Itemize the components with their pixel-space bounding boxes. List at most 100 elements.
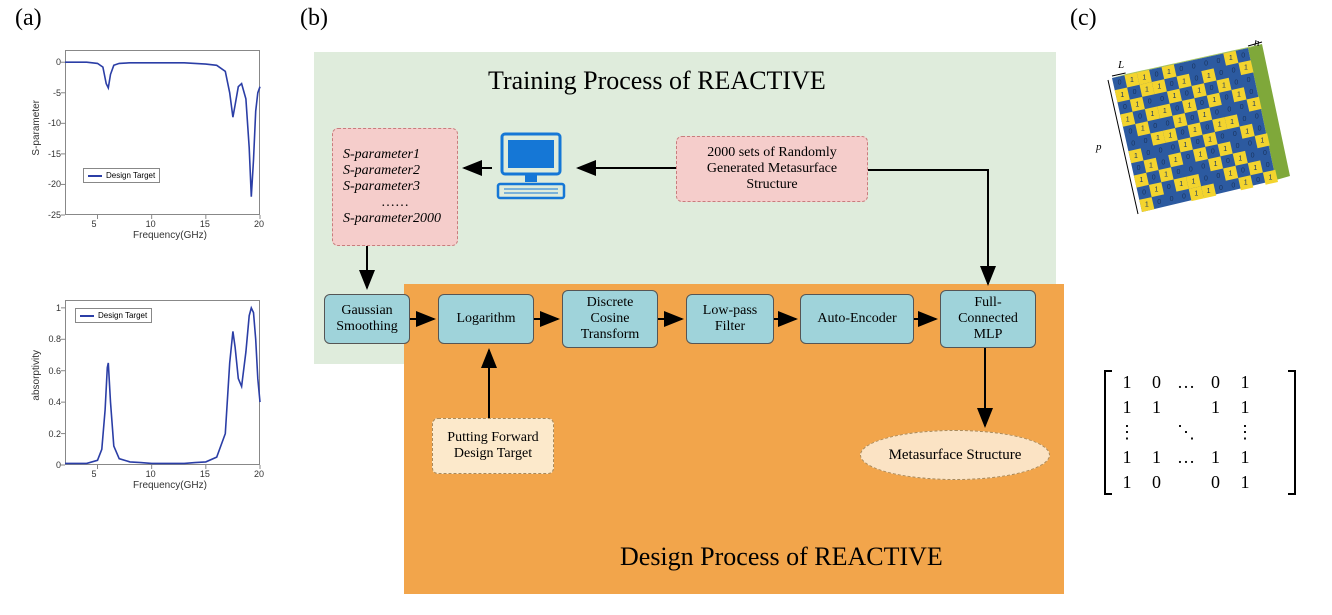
svg-text:1: 1 <box>1252 101 1256 108</box>
svg-text:0: 0 <box>1123 104 1127 111</box>
svg-text:0: 0 <box>1236 143 1240 150</box>
svg-text:0: 0 <box>1179 66 1183 73</box>
node-logarithm: Logarithm <box>438 294 534 344</box>
svg-text:0: 0 <box>1251 153 1255 160</box>
svg-text:1: 1 <box>1193 127 1197 134</box>
chart1-legend: Design Target <box>83 168 160 183</box>
svg-text:0: 0 <box>1258 126 1262 133</box>
svg-text:0: 0 <box>1241 52 1245 59</box>
svg-text:0: 0 <box>1263 150 1267 157</box>
svg-text:1: 1 <box>1182 78 1186 85</box>
svg-text:1: 1 <box>1156 135 1160 142</box>
svg-text:0: 0 <box>1219 185 1223 192</box>
svg-text:1: 1 <box>1141 126 1145 133</box>
svg-text:0: 0 <box>1204 61 1208 68</box>
svg-text:1: 1 <box>1214 161 1218 168</box>
svg-text:0: 0 <box>1166 120 1170 127</box>
svg-text:1: 1 <box>1135 101 1139 108</box>
svg-text:0: 0 <box>1241 168 1245 175</box>
svg-text:0: 0 <box>1219 70 1223 77</box>
svg-text:1: 1 <box>1164 172 1168 179</box>
svg-text:1: 1 <box>1245 128 1249 135</box>
svg-text:0: 0 <box>1231 182 1235 189</box>
svg-text:0: 0 <box>1192 63 1196 70</box>
svg-text:0: 0 <box>1221 134 1225 141</box>
design-title: Design Process of REACTIVE <box>620 542 943 572</box>
svg-text:1: 1 <box>1183 142 1187 149</box>
chart2-xlabel: Frequency(GHz) <box>133 480 207 491</box>
node-gaussian: Gaussian Smoothing <box>324 294 410 344</box>
svg-text:1: 1 <box>1192 178 1196 185</box>
sparam-line-2: S-parameter3 <box>343 179 420 195</box>
svg-text:1: 1 <box>1253 165 1257 172</box>
svg-text:1: 1 <box>1149 162 1153 169</box>
svg-text:1: 1 <box>1237 92 1241 99</box>
svg-text:p: p <box>1095 141 1102 153</box>
svg-text:L: L <box>1117 59 1124 71</box>
svg-text:0: 0 <box>1255 113 1259 120</box>
svg-text:0: 0 <box>1210 85 1214 92</box>
svg-text:0: 0 <box>1175 105 1179 112</box>
svg-text:1: 1 <box>1244 65 1248 72</box>
chart2-legend: Design Target <box>75 308 152 323</box>
panel-label-c: (c) <box>1070 5 1097 32</box>
svg-text:1: 1 <box>1151 111 1155 118</box>
output-oval-label: Metasurface Structure <box>889 447 1022 464</box>
svg-text:1: 1 <box>1174 157 1178 164</box>
svg-text:0: 0 <box>1266 162 1270 169</box>
svg-text:0: 0 <box>1226 158 1230 165</box>
panel-label-b: (b) <box>300 5 328 32</box>
svg-text:1: 1 <box>1203 112 1207 119</box>
svg-text:0: 0 <box>1249 89 1253 96</box>
svg-text:0: 0 <box>1133 89 1137 96</box>
metasurface-icon: 0110100001010110101001010010101001011010… <box>1090 40 1290 235</box>
sparam-line-3: …… <box>381 195 409 211</box>
svg-text:1: 1 <box>1260 138 1264 145</box>
svg-text:0: 0 <box>1186 154 1190 161</box>
matrix: 10…011111⋮⋱⋮11…111001 <box>1110 370 1290 495</box>
svg-text:0: 0 <box>1155 72 1159 79</box>
svg-text:1: 1 <box>1212 97 1216 104</box>
svg-text:1: 1 <box>1179 181 1183 188</box>
chart2-legend-label: Design Target <box>98 311 147 320</box>
svg-text:0: 0 <box>1170 196 1174 203</box>
svg-text:0: 0 <box>1200 100 1204 107</box>
svg-text:1: 1 <box>1145 86 1149 93</box>
svg-text:1: 1 <box>1168 132 1172 139</box>
svg-text:1: 1 <box>1167 69 1171 76</box>
svg-text:0: 0 <box>1171 145 1175 152</box>
svg-text:0: 0 <box>1138 114 1142 121</box>
svg-text:1: 1 <box>1142 74 1146 81</box>
svg-text:1: 1 <box>1208 136 1212 143</box>
svg-text:h: h <box>1254 40 1260 49</box>
svg-text:1: 1 <box>1130 77 1134 84</box>
svg-text:0: 0 <box>1217 58 1221 65</box>
svg-text:1: 1 <box>1269 174 1273 181</box>
svg-text:1: 1 <box>1222 82 1226 89</box>
svg-text:1: 1 <box>1199 151 1203 158</box>
svg-text:0: 0 <box>1234 80 1238 87</box>
node-mlp: Full- Connected MLP <box>940 290 1036 348</box>
svg-text:0: 0 <box>1215 109 1219 116</box>
svg-text:0: 0 <box>1170 81 1174 88</box>
svg-text:0: 0 <box>1240 104 1244 111</box>
svg-text:0: 0 <box>1201 164 1205 171</box>
svg-text:1: 1 <box>1197 88 1201 95</box>
svg-text:1: 1 <box>1134 153 1138 160</box>
svg-text:0: 0 <box>1216 173 1220 180</box>
svg-text:1: 1 <box>1218 122 1222 129</box>
svg-text:0: 0 <box>1204 176 1208 183</box>
svg-text:0: 0 <box>1157 199 1161 206</box>
svg-text:0: 0 <box>1182 193 1186 200</box>
svg-text:1: 1 <box>1230 119 1234 126</box>
svg-text:1: 1 <box>1207 73 1211 80</box>
sparam-line-0: S-parameter1 <box>343 147 420 163</box>
svg-text:1: 1 <box>1126 116 1130 123</box>
svg-text:1: 1 <box>1120 92 1124 99</box>
svg-text:0: 0 <box>1146 150 1150 157</box>
svg-text:0: 0 <box>1189 166 1193 173</box>
svg-text:1: 1 <box>1145 202 1149 209</box>
chart-absorptivity: absorptivity Design Target Frequency(GHz… <box>35 290 270 500</box>
svg-text:0: 0 <box>1205 124 1209 131</box>
svg-text:0: 0 <box>1248 140 1252 147</box>
